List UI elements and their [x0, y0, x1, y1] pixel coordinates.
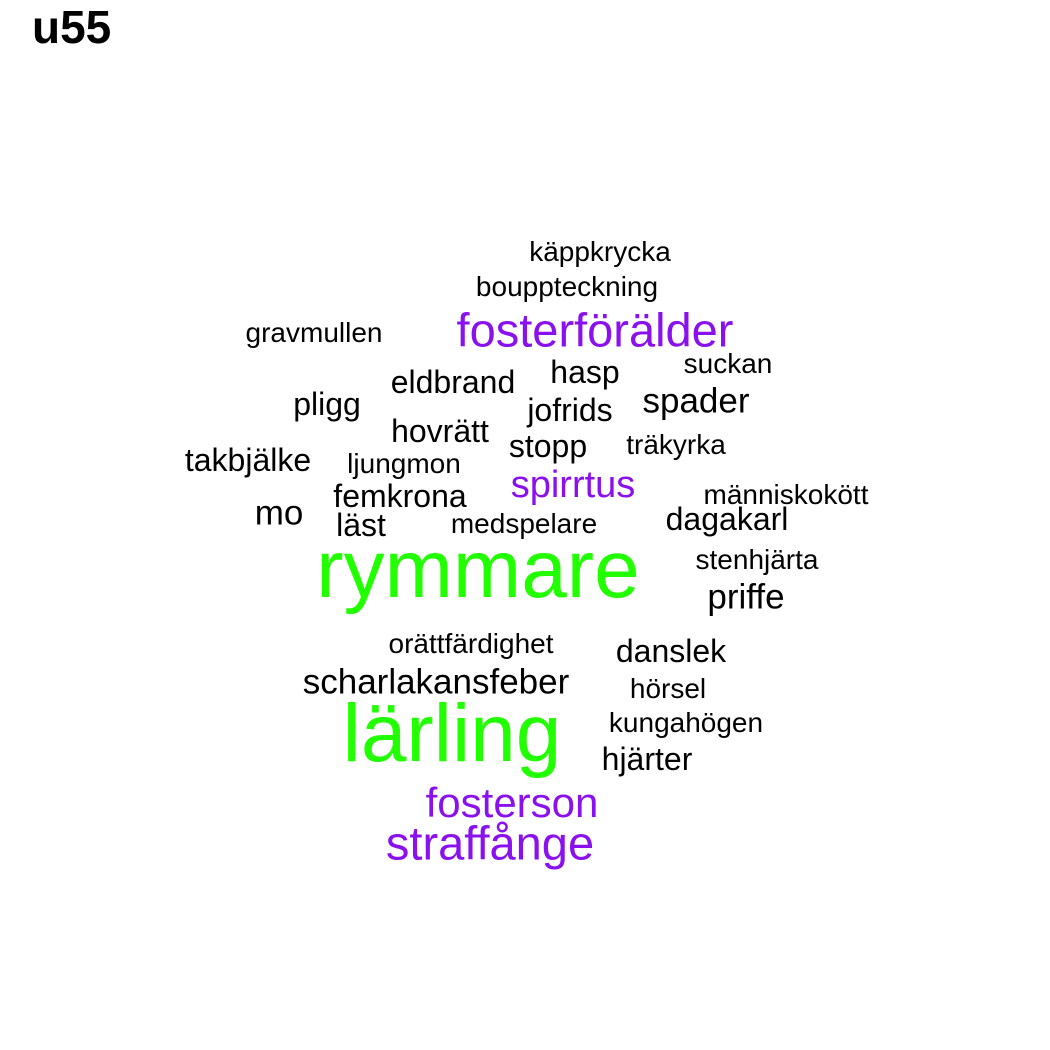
page-title: u55	[32, 1, 112, 53]
cloud-word: hovrätt	[391, 413, 489, 449]
cloud-word: femkrona	[333, 478, 467, 514]
cloud-word: ljungmon	[347, 448, 461, 479]
cloud-word: läst	[336, 507, 386, 543]
cloud-word: hasp	[550, 354, 620, 390]
cloud-word: gravmullen	[245, 317, 383, 348]
cloud-word: stopp	[508, 428, 588, 464]
cloud-word: orättfärdighet	[388, 628, 554, 659]
cloud-word: rymmare	[316, 524, 640, 615]
cloud-word: kungahögen	[608, 707, 764, 738]
cloud-word: fosterson	[425, 779, 599, 826]
cloud-word: bouppteckning	[475, 271, 659, 302]
cloud-word: pligg	[293, 386, 361, 422]
cloud-word: träkyrka	[626, 429, 726, 460]
cloud-word: hjärter	[601, 741, 693, 777]
cloud-word: eldbrand	[390, 364, 516, 400]
cloud-word: fosterförälder	[456, 303, 734, 357]
cloud-word: lärling	[342, 688, 562, 779]
cloud-word: stenhjärta	[695, 544, 819, 575]
cloud-word: spirrtus	[510, 464, 636, 506]
cloud-word: priffe	[707, 577, 785, 617]
cloud-word: scharlakansfeber	[302, 662, 570, 702]
cloud-word: straffånge	[385, 816, 595, 870]
cloud-word: käppkrycka	[529, 236, 671, 267]
cloud-word: dagakarl	[665, 501, 789, 537]
cloud-word: människokött	[703, 479, 869, 510]
cloud-word: mo	[254, 493, 304, 533]
cloud-word: hörsel	[629, 673, 707, 704]
cloud-word: spader	[642, 381, 750, 421]
cloud-word: jofrids	[527, 392, 613, 428]
cloud-word: suckan	[683, 348, 773, 379]
cloud-word: takbjälke	[184, 442, 312, 478]
cloud-word: danslek	[615, 633, 727, 669]
cloud-word: medspelare	[450, 508, 598, 539]
